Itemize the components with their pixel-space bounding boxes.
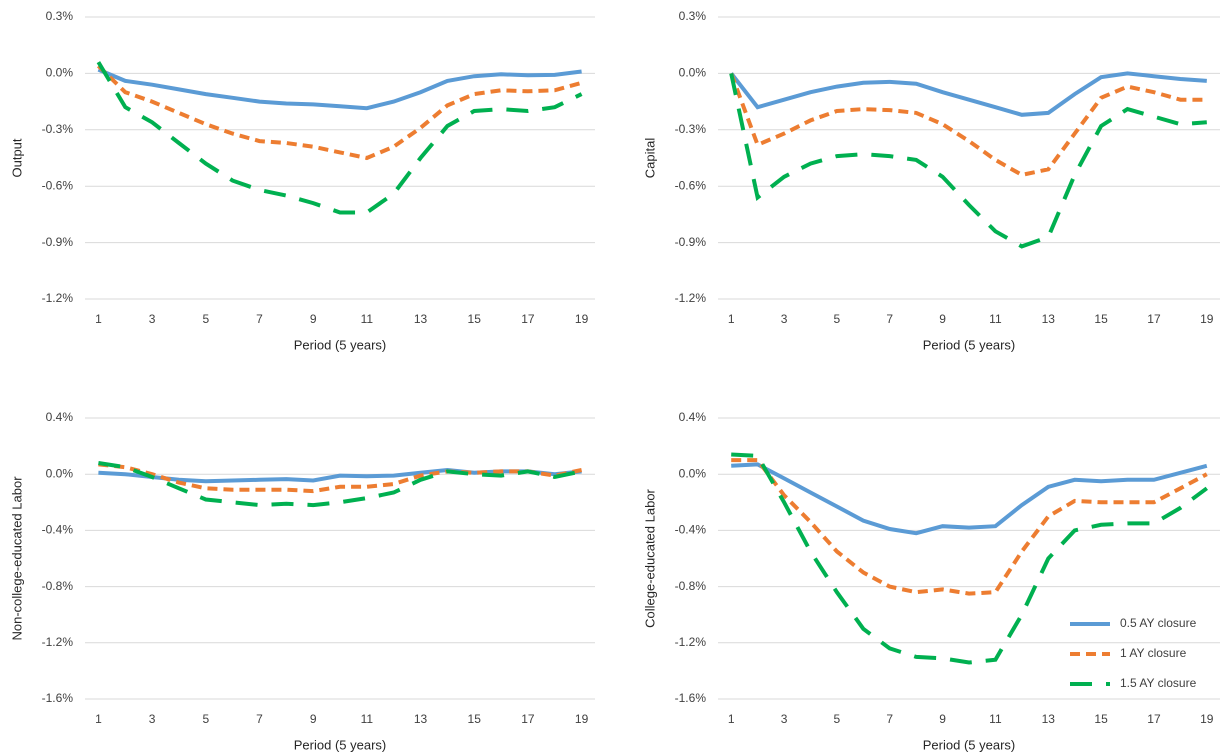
x-tick-label: 15 [1094,712,1108,726]
series-line [97,67,582,111]
x-tick-label: 9 [310,312,317,326]
series-line [731,458,1208,596]
y-tick-label: -1.6% [42,691,74,705]
y-tick-label: -1.6% [675,691,707,705]
x-tick-label: 7 [886,312,893,326]
x-tick-label: 7 [886,712,893,726]
x-tick-label: 19 [1200,312,1214,326]
x-tick-label: 9 [310,712,317,726]
x-tick-label: 9 [939,312,946,326]
y-axis-title: Output [9,138,24,177]
x-axis-title: Period (5 years) [923,337,1015,352]
x-tick-label: 13 [1042,712,1056,726]
y-tick-label: -0.3% [42,122,74,136]
x-tick-label: 11 [989,312,1002,326]
y-tick-label: 0.4% [46,410,74,424]
x-tick-label: 1 [728,312,735,326]
series-line [729,72,1207,249]
y-tick-label: -0.9% [675,235,707,249]
y-tick-label: -1.2% [675,635,707,649]
x-tick-label: 3 [149,312,156,326]
x-tick-label: 19 [575,312,589,326]
x-tick-label: 15 [468,312,482,326]
x-tick-label: 15 [1094,312,1108,326]
series-line [731,462,1208,536]
legend-label: 1.5 AY closure [1120,676,1197,690]
x-tick-label: 13 [414,312,428,326]
y-tick-label: -0.4% [675,523,707,537]
y-axis-title: Non-college-educated Labor [9,476,24,641]
x-tick-label: 17 [1147,312,1161,326]
y-tick-label: -1.2% [42,291,74,305]
y-tick-label: -0.8% [42,579,74,593]
series-line [98,467,582,484]
y-tick-label: 0.3% [679,9,707,23]
x-tick-label: 17 [521,312,535,326]
x-tick-label: 11 [361,712,374,726]
x-tick-label: 13 [1042,312,1056,326]
x-tick-label: 11 [361,312,374,326]
x-tick-label: 5 [202,712,209,726]
x-tick-label: 3 [781,712,788,726]
x-tick-label: 11 [989,712,1002,726]
x-tick-label: 1 [95,312,102,326]
y-tick-label: 0.4% [679,410,707,424]
y-tick-label: 0.0% [46,466,74,480]
x-tick-label: 13 [414,712,428,726]
y-tick-label: -0.9% [42,235,74,249]
series-line [731,452,1208,665]
x-tick-label: 1 [728,712,735,726]
x-tick-label: 17 [521,712,535,726]
x-tick-label: 3 [781,312,788,326]
x-tick-label: 5 [202,312,209,326]
x-tick-label: 19 [1200,712,1214,726]
y-tick-label: -0.4% [42,523,74,537]
series-line [98,462,583,494]
y-tick-label: -0.3% [675,122,707,136]
series-line [97,64,583,161]
x-tick-label: 9 [939,712,946,726]
series-line [729,71,1207,117]
x-axis-title: Period (5 years) [294,337,386,352]
x-tick-label: 5 [834,712,841,726]
y-tick-label: -1.2% [675,291,707,305]
x-axis-title: Period (5 years) [923,737,1015,752]
y-tick-label: 0.0% [679,66,707,80]
y-tick-label: -0.8% [675,579,707,593]
series-line [98,461,583,508]
x-tick-label: 15 [468,712,482,726]
x-tick-label: 1 [95,712,102,726]
legend-label: 1 AY closure [1120,646,1187,660]
x-tick-label: 7 [256,312,263,326]
y-tick-label: -1.2% [42,635,74,649]
y-tick-label: 0.0% [46,66,74,80]
series-line [729,72,1207,178]
x-tick-label: 19 [575,712,589,726]
y-tick-label: 0.0% [679,466,707,480]
x-tick-label: 7 [256,712,263,726]
y-axis-title: Capital [642,138,657,179]
x-axis-title: Period (5 years) [294,737,386,752]
x-tick-label: 17 [1147,712,1161,726]
y-tick-label: 0.3% [46,9,74,23]
y-tick-label: -0.6% [42,178,74,192]
legend-label: 0.5 AY closure [1120,616,1197,630]
x-tick-label: 5 [834,312,841,326]
y-tick-label: -0.6% [675,178,707,192]
y-axis-title: College-educated Labor [642,488,657,627]
series-line [96,61,583,215]
x-tick-label: 3 [149,712,156,726]
